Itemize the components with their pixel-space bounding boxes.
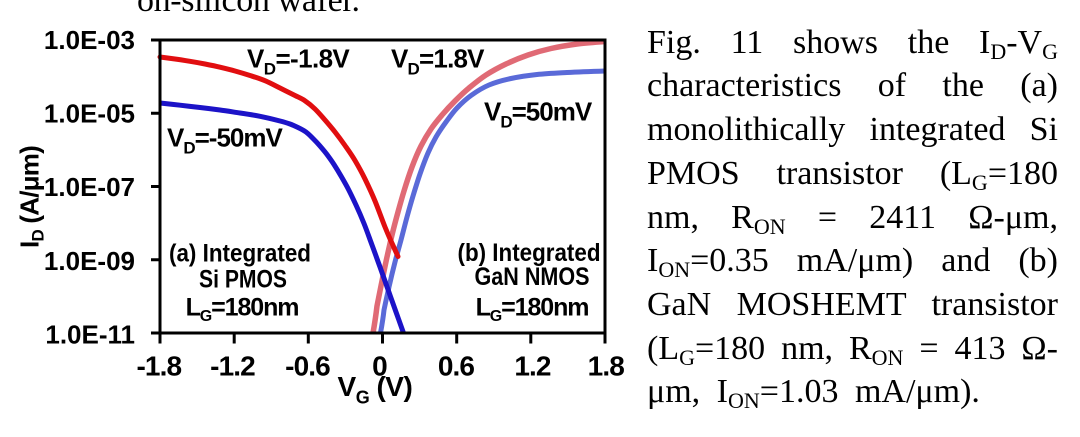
svg-text:VD=50mV: VD=50mV: [484, 97, 593, 132]
svg-text:Si PMOS: Si PMOS: [199, 266, 287, 294]
svg-text:(a) Integrated: (a) Integrated: [169, 240, 311, 268]
svg-text:LG=180nm: LG=180nm: [186, 294, 299, 326]
svg-text:VD=-1.8V: VD=-1.8V: [247, 44, 350, 79]
svg-text:1.0E-03: 1.0E-03: [44, 25, 135, 55]
svg-text:-0.6: -0.6: [285, 351, 330, 382]
svg-text:LG=180nm: LG=180nm: [476, 294, 589, 326]
svg-text:-1.2: -1.2: [210, 351, 255, 382]
svg-text:1.2: 1.2: [514, 351, 551, 382]
svg-text:1.0E-09: 1.0E-09: [44, 246, 135, 276]
svg-text:1.0E-11: 1.0E-11: [45, 320, 135, 350]
svg-text:0.6: 0.6: [438, 351, 475, 382]
svg-text:ID (A/μm): ID (A/μm): [15, 146, 48, 248]
svg-text:1.0E-07: 1.0E-07: [44, 172, 135, 202]
svg-text:VG (V): VG (V): [338, 371, 413, 408]
svg-text:VD=1.8V: VD=1.8V: [391, 44, 485, 79]
svg-text:(b) Integrated: (b) Integrated: [458, 239, 601, 267]
svg-text:1.8: 1.8: [588, 351, 625, 382]
svg-text:-1.8: -1.8: [136, 351, 181, 382]
svg-text:0: 0: [372, 351, 387, 382]
svg-text:on-silicon wafer.: on-silicon wafer.: [137, 0, 360, 19]
svg-text:1.0E-05: 1.0E-05: [44, 99, 135, 129]
svg-text:VD=-50mV: VD=-50mV: [167, 123, 284, 158]
svg-text:GaN NMOS: GaN NMOS: [475, 263, 590, 291]
